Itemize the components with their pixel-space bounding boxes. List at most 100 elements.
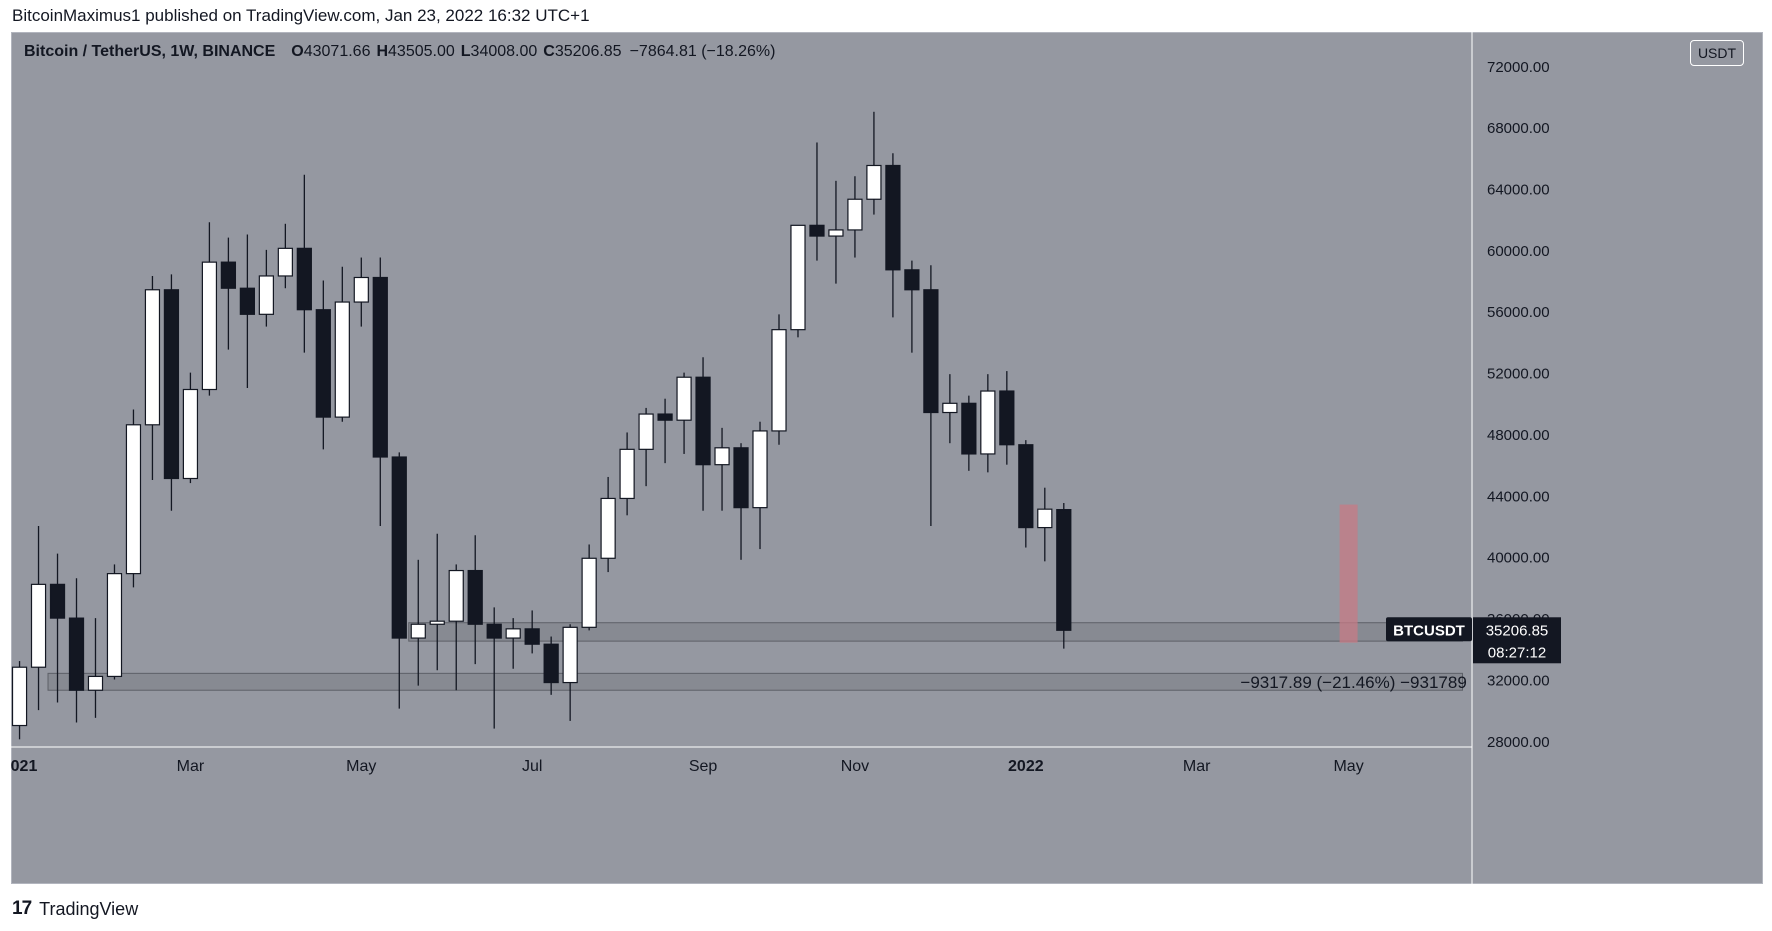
time-tick-label: May bbox=[1333, 758, 1363, 775]
support-zone-lower bbox=[47, 672, 1464, 691]
price-tick-label: 40000.00 bbox=[1487, 550, 1550, 567]
candle-body-bear bbox=[1018, 444, 1034, 529]
legend-symbol: Bitcoin / TetherUS, 1W, BINANCE bbox=[24, 43, 276, 60]
candle-body-bear bbox=[486, 623, 502, 639]
candle-body-bull bbox=[581, 557, 597, 628]
price-tick-label: 64000.00 bbox=[1487, 182, 1550, 199]
candle-body-bull bbox=[771, 329, 787, 432]
candle-body-bull bbox=[600, 497, 616, 559]
candle-body-bear bbox=[904, 269, 920, 291]
time-tick-label: Nov bbox=[841, 758, 869, 775]
currency-button[interactable]: USDT bbox=[1690, 40, 1744, 66]
candle-body-bear bbox=[372, 276, 388, 458]
candle-body-bear bbox=[543, 643, 559, 684]
price-tag-countdown: 08:27:12 bbox=[1488, 644, 1546, 661]
time-tick-label: 2021 bbox=[11, 758, 37, 775]
legend-close-label: C bbox=[543, 43, 555, 60]
candle-body-bear bbox=[391, 456, 407, 639]
price-tick-label: 56000.00 bbox=[1487, 304, 1550, 321]
candle-body-bull bbox=[638, 413, 654, 450]
candle-body-bear bbox=[809, 224, 825, 237]
candle-body-bull bbox=[429, 620, 445, 625]
candle-body-bull bbox=[410, 623, 426, 639]
candle-body-bull bbox=[505, 628, 521, 639]
price-tick-label: 52000.00 bbox=[1487, 366, 1550, 383]
candle-body-bull bbox=[334, 301, 350, 418]
measure-range-box bbox=[1339, 504, 1358, 643]
legend-change: −7864.81 (−18.26%) bbox=[629, 43, 776, 60]
time-tick-label: Mar bbox=[177, 758, 205, 775]
candle-body-bear bbox=[524, 628, 540, 645]
candle-body-bull bbox=[182, 388, 199, 480]
price-tag-value: 35206.85 bbox=[1486, 622, 1549, 639]
time-tick-label: Jul bbox=[522, 758, 542, 775]
candlestick-chart[interactable]: −9317.89 (−21.46%) −931789 28000.00 32000.… bbox=[11, 32, 1763, 884]
price-tick-label: 68000.00 bbox=[1487, 120, 1550, 137]
candle-body-bear bbox=[315, 309, 331, 418]
candle-body-bear bbox=[923, 289, 939, 414]
candle-body-bull bbox=[752, 430, 768, 509]
candle-body-bull bbox=[87, 675, 104, 691]
price-tick-label: 44000.00 bbox=[1487, 488, 1550, 505]
candle-body-bear bbox=[49, 583, 66, 619]
candle-body-bull bbox=[619, 448, 635, 500]
legend-open-value: 43071.66 bbox=[303, 43, 371, 60]
candle-body-bear bbox=[657, 413, 673, 421]
footer-branding: 17 TradingView bbox=[12, 898, 138, 920]
candle-body-bull bbox=[106, 573, 123, 678]
legend-close-value: 35206.85 bbox=[554, 43, 622, 60]
candle-body-bull bbox=[258, 275, 274, 315]
legend-low-label: L bbox=[460, 43, 471, 60]
candle-body-bull bbox=[1037, 508, 1053, 529]
legend-open-label: O bbox=[291, 43, 304, 60]
candle-body-bear bbox=[885, 164, 901, 271]
candle-body-bull bbox=[714, 447, 730, 466]
time-tick-label: Sep bbox=[689, 758, 718, 775]
candle-body-bear bbox=[163, 289, 180, 480]
legend-low-value: 34008.00 bbox=[470, 43, 538, 60]
symbol-tag-label: BTCUSDT bbox=[1393, 622, 1465, 639]
candle-body-bull bbox=[30, 583, 47, 668]
candle-body-bull bbox=[562, 626, 578, 684]
candle-body-bear bbox=[296, 247, 312, 311]
candle-body-bear bbox=[68, 617, 85, 691]
candle-body-bear bbox=[733, 447, 749, 509]
measure-label: −9317.89 (−21.46%) −931789 bbox=[1240, 673, 1466, 692]
price-tick-label: 32000.00 bbox=[1487, 672, 1550, 689]
candle-body-bull bbox=[942, 402, 958, 414]
time-tick-label: Mar bbox=[1183, 758, 1211, 775]
candle-body-bull bbox=[790, 224, 806, 331]
candle-body-bull bbox=[448, 569, 464, 622]
candle-body-bull bbox=[125, 424, 142, 575]
candle-body-bull bbox=[847, 198, 863, 231]
legend-high-label: H bbox=[376, 43, 389, 60]
candle-body-bull bbox=[980, 390, 996, 455]
price-tick-label: 28000.00 bbox=[1487, 734, 1550, 751]
price-tick-label: 60000.00 bbox=[1487, 243, 1550, 260]
published-line: BitcoinMaximus1 published on TradingView… bbox=[12, 6, 590, 25]
candle-body-bear bbox=[239, 287, 256, 315]
symbol-tag-box bbox=[1386, 617, 1472, 642]
time-tick-label: 2022 bbox=[1008, 758, 1044, 775]
candle-body-bear bbox=[999, 390, 1015, 446]
footer-brand: TradingView bbox=[39, 898, 139, 919]
candle-body-bear bbox=[695, 376, 711, 466]
price-tick-label: 48000.00 bbox=[1487, 427, 1550, 444]
candle-body-bull bbox=[866, 164, 882, 200]
chart-legend: Bitcoin / TetherUS, 1W, BINANCE O43071.66… bbox=[24, 43, 775, 61]
candle-body-bull bbox=[201, 261, 218, 391]
candle-body-bear bbox=[961, 402, 977, 455]
candle-body-bull bbox=[353, 276, 369, 303]
legend-high-value: 43505.00 bbox=[388, 43, 455, 60]
price-tick-label: 72000.00 bbox=[1487, 59, 1550, 76]
candle-body-bull bbox=[277, 247, 293, 277]
candle-body-bull bbox=[676, 376, 692, 421]
candle-body-bull bbox=[828, 229, 844, 237]
price-tag-box bbox=[1473, 617, 1561, 664]
time-tick-label: May bbox=[346, 758, 376, 775]
candle-body-bear bbox=[220, 261, 237, 289]
candle-body-bear bbox=[1056, 509, 1072, 631]
tradingview-logo-icon: 17 bbox=[12, 898, 32, 919]
candle-body-bear bbox=[467, 569, 483, 625]
candle-body-bull bbox=[144, 289, 161, 426]
